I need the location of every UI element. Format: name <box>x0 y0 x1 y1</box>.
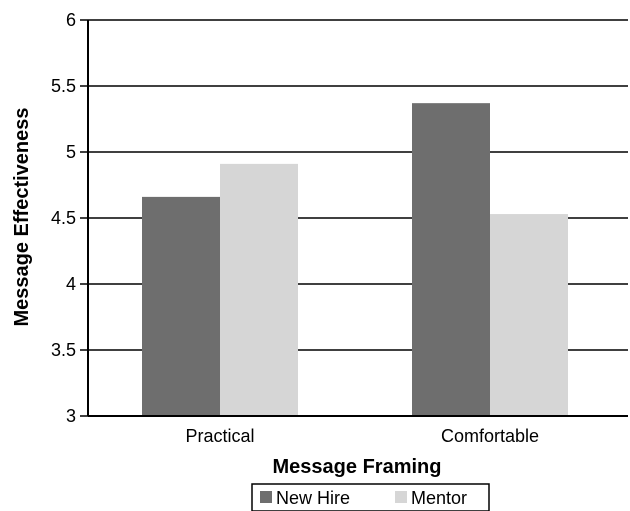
y-tick-label: 3 <box>66 406 76 426</box>
legend-swatch-mentor <box>395 491 407 503</box>
legend: New Hire Mentor <box>251 483 490 511</box>
y-tick-label: 4.5 <box>51 208 76 228</box>
x-axis-title: Message Framing <box>273 456 442 478</box>
bar-mentor-comfortable <box>490 214 568 416</box>
legend-box <box>251 483 490 511</box>
legend-label-mentor: Mentor <box>411 488 467 508</box>
bar-new-hire-practical <box>142 196 220 416</box>
bars <box>142 103 568 416</box>
y-tick-label: 4 <box>66 274 76 294</box>
y-tick-label: 5 <box>66 142 76 162</box>
bar-new-hire-comfortable <box>412 103 490 416</box>
y-tick-label: 5.5 <box>51 76 76 96</box>
x-tick-label: Practical <box>185 426 254 446</box>
y-tick-label: 3.5 <box>51 340 76 360</box>
bar-mentor-practical <box>220 163 298 416</box>
x-tick-labels: Practical Comfortable <box>185 426 539 446</box>
legend-label-new-hire: New Hire <box>276 488 350 508</box>
x-tick-label: Comfortable <box>441 426 539 446</box>
y-axis-title: Message Effectiveness <box>11 107 33 326</box>
y-tick-labels: 3 3.5 4 4.5 5 5.5 6 <box>51 10 76 426</box>
y-tick-label: 6 <box>66 10 76 30</box>
axes <box>87 20 628 417</box>
legend-swatch-new-hire <box>260 491 272 503</box>
